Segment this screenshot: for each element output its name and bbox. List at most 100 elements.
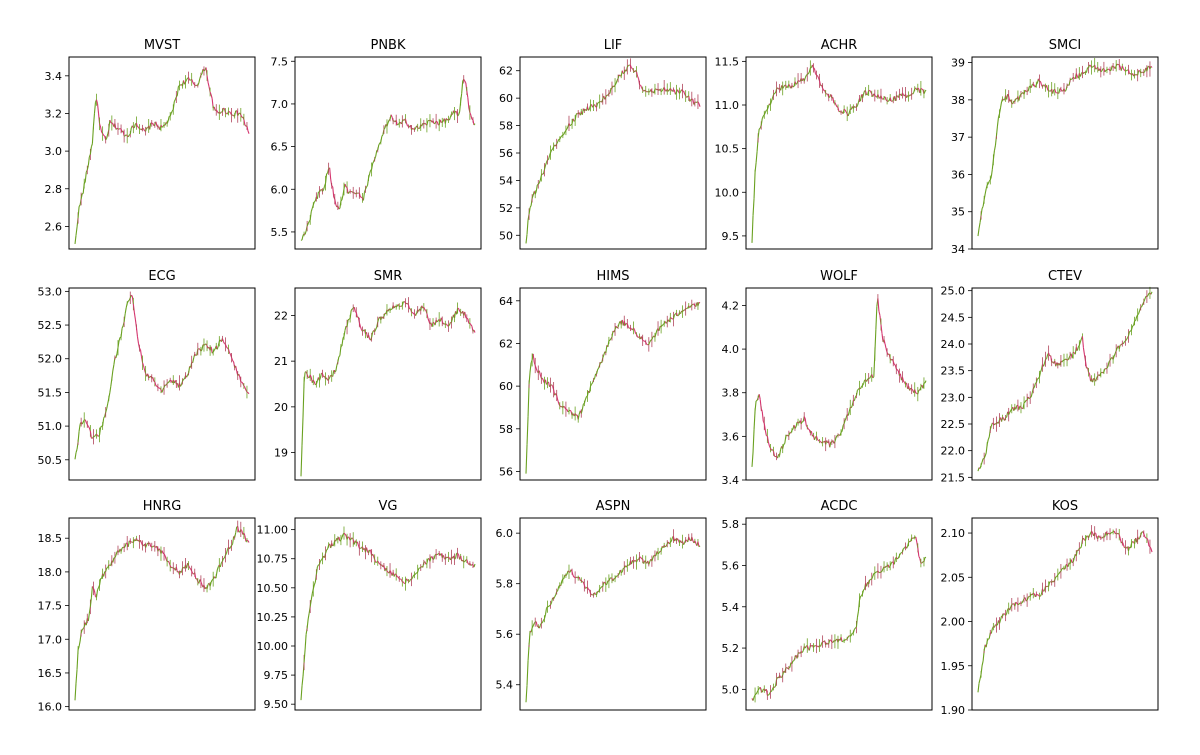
price-segment <box>353 192 356 195</box>
price-segment <box>1089 373 1092 382</box>
price-segment <box>562 133 565 136</box>
price-segment <box>1072 76 1075 79</box>
price-segment <box>568 409 571 412</box>
price-segment <box>188 565 191 569</box>
price-segment <box>139 540 143 544</box>
y-tick-label: 5.4 <box>496 679 514 692</box>
price-segment <box>563 405 566 409</box>
price-segment <box>185 79 188 83</box>
price-segment <box>525 234 528 244</box>
chart-panel-pnbk: PNBK 5.5 6.0 6.5 7.0 7.5 <box>271 35 483 257</box>
price-segment <box>673 89 675 91</box>
price-segment <box>1048 352 1051 357</box>
price-segment <box>984 452 987 457</box>
price-segment <box>102 418 105 427</box>
price-segment <box>541 620 544 623</box>
price-segment <box>850 405 853 408</box>
price-segment <box>349 310 352 319</box>
price-segment <box>877 570 880 573</box>
price-segment <box>243 532 246 536</box>
price-segment <box>525 444 528 474</box>
price-segment <box>240 529 243 532</box>
price-segment <box>581 108 584 115</box>
price-segment <box>1122 341 1125 344</box>
price-segment <box>372 553 375 557</box>
price-segment <box>244 387 247 391</box>
price-segment <box>404 118 407 124</box>
chart-title: SMCI <box>1049 38 1081 53</box>
price-segment <box>1054 576 1057 581</box>
price-segment <box>1046 585 1048 588</box>
price-segment <box>769 101 772 105</box>
price-segment <box>121 546 124 549</box>
price-segment <box>862 93 865 99</box>
price-segment <box>817 75 820 79</box>
price-segment <box>617 74 620 79</box>
price-segment <box>853 396 856 401</box>
price-segment <box>1119 538 1122 544</box>
price-segment <box>75 449 78 453</box>
price-segment <box>783 443 786 445</box>
chart-title: ACHR <box>821 38 858 53</box>
price-segment <box>175 95 178 98</box>
price-segment <box>1115 347 1118 351</box>
price-segment <box>575 112 578 115</box>
price-segment <box>186 374 189 378</box>
price-segment <box>626 323 629 328</box>
y-tick-label: 5.0 <box>722 683 740 696</box>
price-segment <box>829 441 832 448</box>
price-segment <box>661 324 664 326</box>
price-segment <box>170 110 173 114</box>
price-segment <box>559 405 562 408</box>
price-segment <box>111 122 114 125</box>
price-segment <box>835 104 838 108</box>
price-segment <box>89 430 92 439</box>
price-segment <box>691 303 694 306</box>
price-segment <box>206 75 209 83</box>
chart-svg: SMR 19 20 21 22 <box>274 269 482 481</box>
price-segment <box>893 363 896 366</box>
price-segment <box>658 551 661 554</box>
price-segment <box>1113 353 1116 357</box>
price-segment <box>77 431 80 443</box>
y-tick-label: 2.6 <box>45 220 63 233</box>
y-tick-label: 5.2 <box>722 642 740 655</box>
price-segment <box>978 678 981 684</box>
price-segment <box>993 624 996 628</box>
price-segment <box>832 97 835 104</box>
price-segment <box>433 554 436 560</box>
price-segment <box>819 440 821 443</box>
price-segment <box>232 114 235 117</box>
price-segment <box>112 557 115 563</box>
plot-frame <box>294 517 482 711</box>
price-segment <box>596 369 599 375</box>
price-segment <box>427 318 430 322</box>
price-segment <box>1140 71 1143 74</box>
y-tick-label: 1.90 <box>941 704 966 717</box>
price-segment <box>473 329 476 333</box>
price-segment <box>834 437 837 442</box>
price-segment <box>463 79 466 82</box>
price-segment <box>1063 358 1066 361</box>
chart-panel-smci: SMCI 34 35 36 37 38 39 <box>951 35 1160 257</box>
price-segment <box>884 96 887 101</box>
price-segment <box>782 444 785 449</box>
price-segment <box>877 298 880 312</box>
price-segment <box>83 181 86 184</box>
price-segment <box>629 64 632 69</box>
price-segment <box>188 77 191 81</box>
price-segment <box>557 586 560 591</box>
price-segment <box>444 118 447 124</box>
price-segment <box>114 123 117 130</box>
price-segment <box>127 134 130 138</box>
y-tick-label: 23.0 <box>941 391 966 404</box>
price-segment <box>779 449 782 456</box>
price-segment <box>1138 69 1140 72</box>
price-segment <box>331 185 334 188</box>
price-segment <box>597 367 600 370</box>
price-segment <box>626 65 629 68</box>
price-segment <box>213 348 216 351</box>
price-segment <box>630 327 632 330</box>
price-segment <box>446 556 448 559</box>
price-segment <box>999 101 1003 108</box>
